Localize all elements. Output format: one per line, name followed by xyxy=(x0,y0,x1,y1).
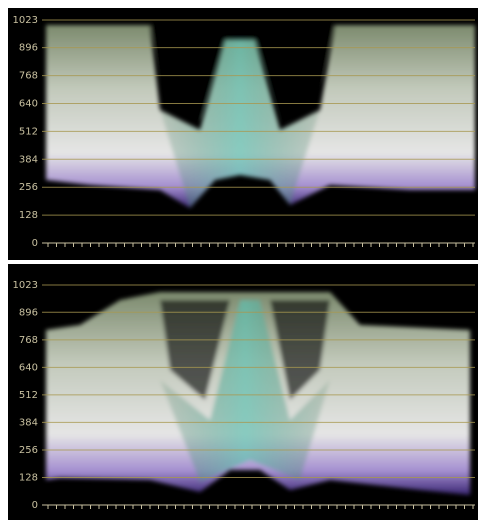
y-tick-label: 0 xyxy=(32,238,38,249)
y-tick-label: 768 xyxy=(19,335,38,346)
waveform-monitor: 0 128 256 384 512 640 768 896 1023 0 128 256 384 512 6… xyxy=(0,0,483,526)
y-tick-label: 0 xyxy=(32,500,38,511)
y-tick-label: 512 xyxy=(19,390,38,401)
y-tick-label: 128 xyxy=(19,210,38,221)
y-tick-label: 896 xyxy=(19,307,38,318)
y-tick-label: 768 xyxy=(19,71,38,82)
y-tick-label: 1023 xyxy=(13,15,38,26)
y-tick-label: 256 xyxy=(19,182,38,193)
y-tick-label: 640 xyxy=(19,362,38,373)
y-tick-label: 896 xyxy=(19,43,38,54)
y-tick-label: 1023 xyxy=(13,280,38,291)
y-tick-label: 384 xyxy=(19,417,38,428)
y-tick-label: 640 xyxy=(19,98,38,109)
y-tick-label: 384 xyxy=(19,154,38,165)
y-tick-label: 128 xyxy=(19,472,38,483)
y-tick-label: 512 xyxy=(19,126,38,137)
y-tick-label: 256 xyxy=(19,445,38,456)
